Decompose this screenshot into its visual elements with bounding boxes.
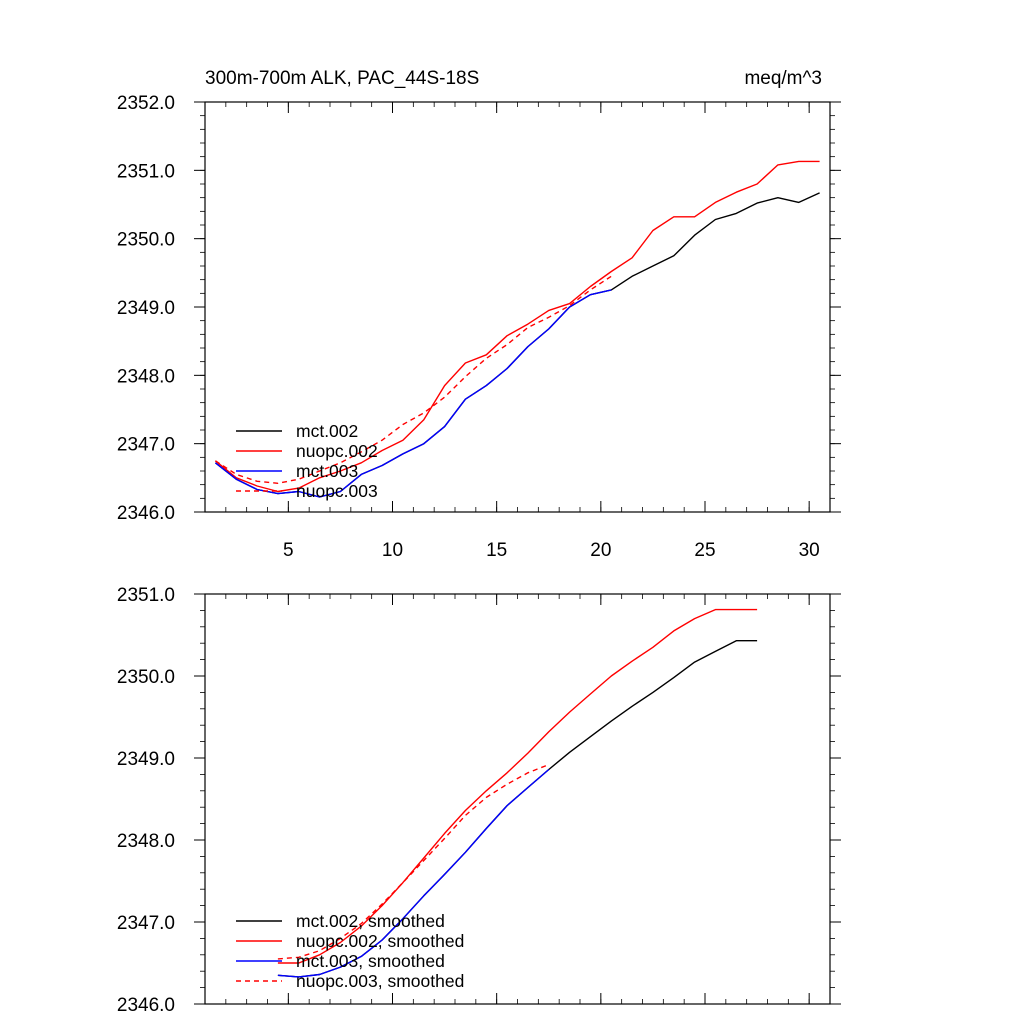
y-tick-label: 2349.0 (117, 749, 175, 770)
legend-label: nuopc.002 (296, 441, 378, 461)
chart-title: 300m-700m ALK, PAC_44S-18S (205, 68, 479, 89)
bottom-series (277, 608, 758, 978)
bottom-series-nuopc-003 (277, 763, 550, 960)
y-tick-label: 2346.0 (117, 503, 175, 524)
plot-frame-bottom (204, 593, 831, 1005)
top-ticks: 5 10 15 20 25 30 2346.0 2347.0 2348.0 2349.0 2350.… (117, 93, 841, 561)
y-tick-label: 2351.0 (117, 585, 175, 606)
x-tick-label: 15 (486, 540, 507, 561)
legend-label: mct.003 (296, 461, 358, 481)
x-tick-label: 30 (799, 540, 820, 561)
x-tick-label: 5 (283, 540, 294, 561)
legend-label: mct.002 (296, 421, 358, 441)
bottom-series-nuopc-002 (277, 608, 758, 964)
top-series-mct-003 (214, 289, 612, 498)
x-tick-label: 20 (590, 540, 611, 561)
x-tick-label: 25 (694, 540, 715, 561)
legend-label: nuopc.003, smoothed (296, 971, 464, 991)
legend-label: nuopc.003 (296, 481, 378, 501)
y-tick-label: 2349.0 (117, 298, 175, 319)
top-series-nuopc-002 (214, 160, 820, 493)
y-tick-label: 2347.0 (117, 435, 175, 456)
plot-frame-top (204, 101, 831, 513)
bottom-series-mct-003 (277, 768, 550, 978)
y-tick-label: 2351.0 (117, 161, 175, 182)
chart-top: 300m-700m ALK, PAC_44S-18S meq/m^3 5 10 15… (117, 68, 841, 561)
y-tick-label: 2347.0 (117, 913, 175, 934)
top-series (214, 160, 820, 498)
top-series-nuopc-003 (215, 275, 612, 484)
y-tick-label: 2348.0 (117, 831, 175, 852)
legend-label: mct.003, smoothed (296, 951, 445, 971)
chart-bottom: 2346.0 2347.0 2348.0 2349.0 2350.0 2351.0 mct… (117, 585, 841, 1016)
x-tick-label: 10 (382, 540, 403, 561)
chart-units: meq/m^3 (744, 68, 822, 89)
y-tick-label: 2348.0 (117, 366, 175, 387)
y-tick-label: 2346.0 (117, 995, 175, 1016)
y-tick-label: 2350.0 (117, 667, 175, 688)
legend-label: nuopc.002, smoothed (296, 931, 464, 951)
y-tick-label: 2352.0 (117, 93, 175, 114)
legend-label: mct.002, smoothed (296, 911, 445, 931)
y-tick-label: 2350.0 (117, 230, 175, 251)
